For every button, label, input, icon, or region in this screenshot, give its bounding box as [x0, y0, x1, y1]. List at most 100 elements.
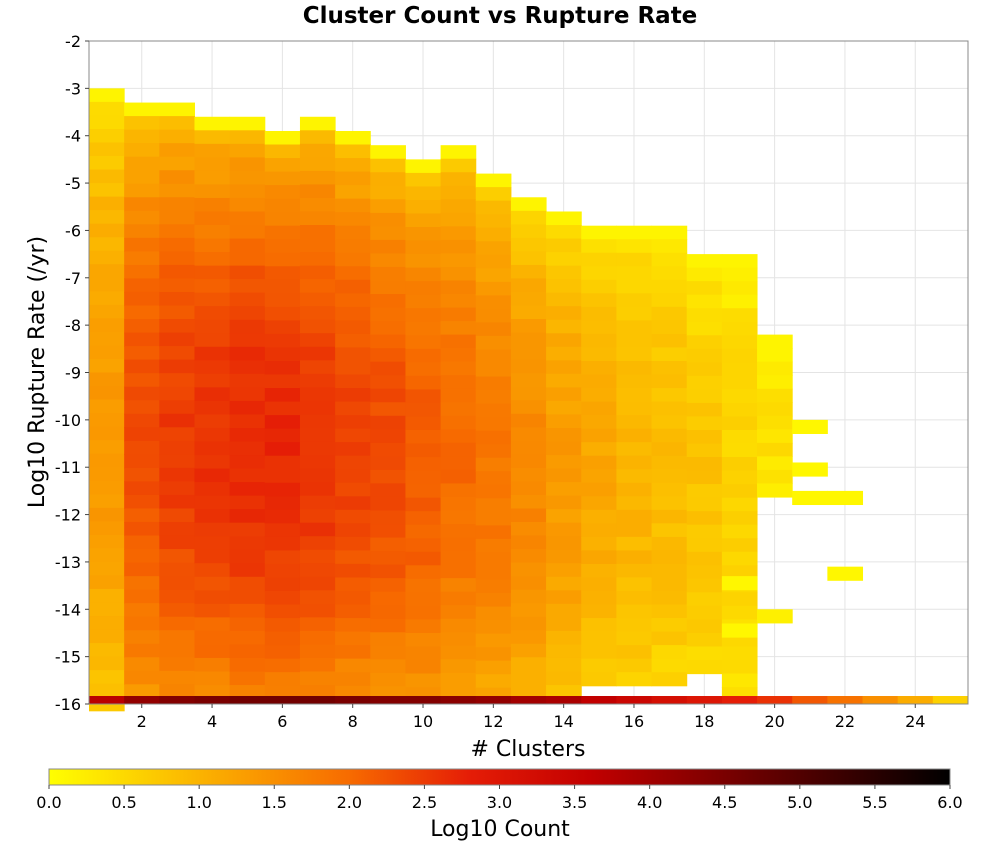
heatmap-cell: [194, 143, 231, 158]
heatmap-cell: [229, 482, 266, 497]
colorbar-tick-label: 4.5: [712, 793, 737, 812]
heatmap-cell: [686, 362, 723, 377]
heatmap-cell: [721, 402, 758, 418]
x-tick-label: 2: [137, 712, 147, 731]
heatmap-cell: [89, 210, 125, 225]
heatmap-cell: [370, 388, 406, 403]
heatmap-cell: [370, 578, 406, 593]
colorbar-tick-label: 5.5: [862, 793, 887, 812]
heatmap-cell: [440, 618, 477, 633]
heatmap-cell: [370, 483, 406, 498]
heatmap-cell: [721, 443, 758, 458]
heatmap-cell: [370, 375, 406, 390]
heatmap-cell: [299, 400, 336, 416]
heatmap-cell: [335, 185, 371, 200]
heatmap-cell: [475, 674, 512, 689]
heatmap-cell: [264, 130, 301, 146]
heatmap-cell: [89, 237, 125, 252]
heatmap-cell: [616, 266, 653, 281]
heatmap-cell: [264, 536, 301, 552]
heatmap-cell: [546, 522, 582, 537]
heatmap-cell: [651, 618, 688, 633]
heatmap-cell: [721, 565, 758, 580]
heatmap-cell: [475, 254, 512, 269]
heatmap-cell: [475, 363, 512, 378]
heatmap-cell: [264, 590, 301, 606]
heatmap-cell: [510, 440, 547, 455]
heatmap-cell: [757, 415, 793, 430]
heatmap-cell: [229, 603, 266, 618]
heatmap-cell: [194, 657, 231, 673]
heatmap-cell: [159, 427, 195, 442]
heatmap-cell: [370, 537, 406, 552]
heatmap-cell: [546, 346, 582, 361]
heatmap-cell: [546, 265, 582, 280]
heatmap-cell: [124, 237, 160, 252]
heatmap-cell: [651, 239, 688, 254]
heatmap-cell: [194, 576, 231, 591]
heatmap-cell: [651, 672, 688, 687]
heatmap-cell: [299, 522, 336, 537]
heatmap-cell: [405, 389, 442, 404]
heatmap-cell: [686, 281, 723, 296]
heatmap-cell: [651, 604, 688, 619]
heatmap-cell: [159, 467, 195, 483]
heatmap-cells: [89, 88, 969, 712]
heatmap-cell: [335, 266, 371, 281]
heatmap-cell: [124, 589, 160, 604]
heatmap-cell: [159, 454, 195, 469]
heatmap-cell-bottom: [370, 696, 406, 704]
heatmap-cell: [89, 629, 125, 644]
y-tick-label: -2: [65, 32, 81, 51]
heatmap-cell: [194, 427, 231, 443]
heatmap-cell: [124, 576, 160, 591]
heatmap-cell: [721, 375, 758, 391]
heatmap-cell: [370, 294, 406, 309]
heatmap-cell: [89, 440, 125, 455]
heatmap-cell: [581, 658, 617, 673]
heatmap-cell: [89, 372, 125, 387]
heatmap-cell: [721, 321, 758, 336]
heatmap-cell: [686, 497, 723, 512]
heatmap-cell: [721, 576, 758, 591]
x-tick-label: 10: [413, 712, 433, 731]
heatmap-cell: [546, 549, 582, 564]
heatmap-cell: [651, 658, 688, 673]
heatmap-cell: [440, 375, 477, 390]
heatmap-cell: [546, 468, 582, 483]
heatmap-cell: [124, 508, 160, 523]
heatmap-cell: [194, 211, 231, 226]
heatmap-cell: [124, 657, 160, 672]
heatmap-cell: [475, 376, 512, 391]
heatmap-cell: [686, 308, 723, 323]
heatmap-cell: [440, 442, 477, 457]
heatmap-cell: [264, 374, 301, 389]
heatmap-cell: [546, 238, 582, 253]
heatmap-cell: [616, 496, 653, 511]
heatmap-cell: [124, 170, 160, 185]
heatmap-cell: [440, 334, 477, 349]
heatmap-cell: [159, 562, 195, 577]
heatmap-cell: [194, 333, 231, 348]
heatmap-cell: [194, 116, 231, 131]
heatmap-cell: [827, 490, 864, 506]
heatmap-cell: [370, 659, 406, 674]
heatmap-cell: [405, 254, 442, 269]
heatmap-cell: [299, 482, 336, 497]
colorbar-tick-label: 2.5: [412, 793, 437, 812]
heatmap-cell: [299, 563, 336, 578]
heatmap-cell: [159, 549, 195, 564]
y-tick-label: -12: [55, 506, 81, 525]
heatmap-cell: [721, 294, 758, 309]
colorbar-tick-label: 1.5: [262, 793, 287, 812]
heatmap-cell: [159, 102, 195, 117]
heatmap-cell: [405, 443, 442, 458]
heatmap-cell: [124, 210, 160, 225]
heatmap-cell: [229, 685, 266, 700]
heatmap-cell: [405, 348, 442, 363]
heatmap-cell: [546, 563, 582, 578]
heatmap-cell: [581, 563, 617, 579]
heatmap-cell: [194, 170, 231, 186]
heatmap-cell: [89, 345, 125, 360]
heatmap-cell: [440, 415, 477, 430]
